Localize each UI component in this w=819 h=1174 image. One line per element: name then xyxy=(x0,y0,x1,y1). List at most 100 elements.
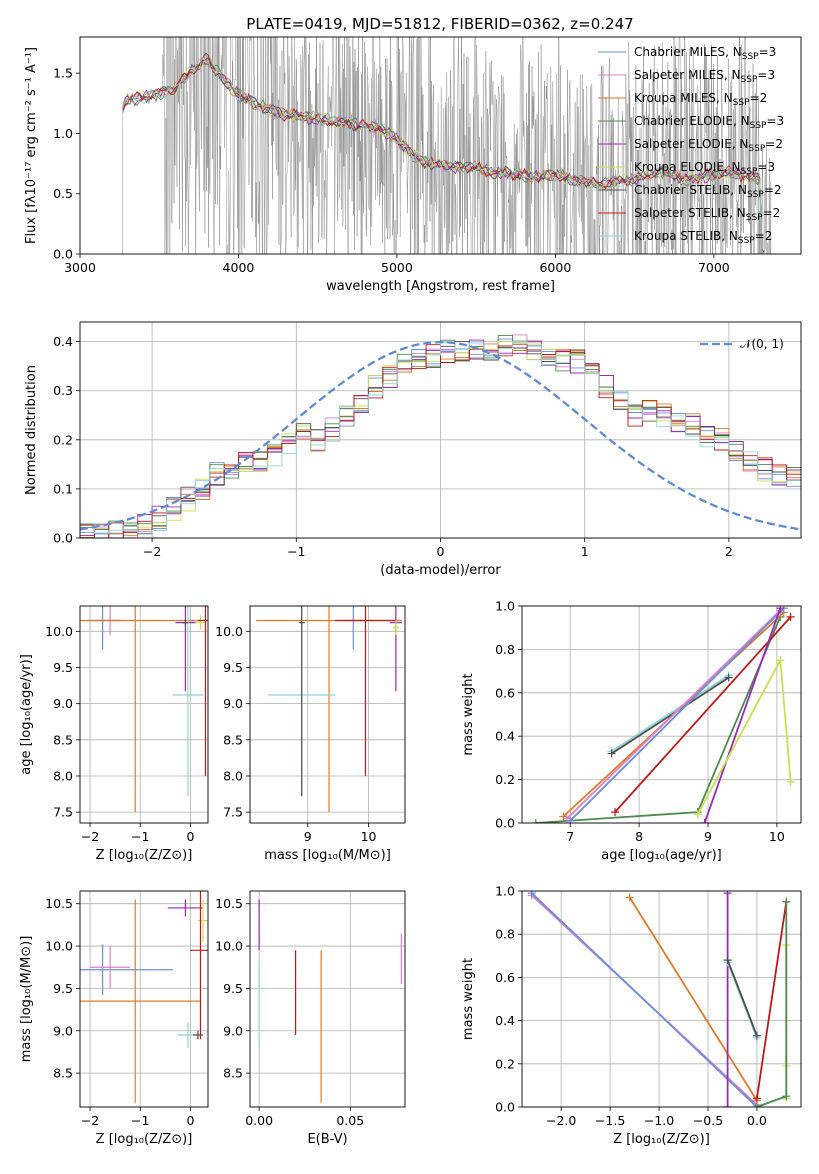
x-axis-label: Z [log₁₀(Z/Z⊙)] xyxy=(96,848,193,863)
mass-weight-marker-kroupa_elodie xyxy=(776,656,785,665)
legend-entry-kroupa_stelib: Kroupa STELIB, NSSP=2 xyxy=(634,229,772,246)
x-tick-label: 1 xyxy=(581,544,589,559)
plot-area xyxy=(527,891,791,1107)
x-tick-label: 4000 xyxy=(223,260,255,275)
y-tick-label: 10.0 xyxy=(215,624,243,639)
mass-weight-line-kroupa_miles xyxy=(628,897,758,1101)
x-axis-label: (data-model)/error xyxy=(380,563,501,578)
mass-weight-marker-kroupa_elodie xyxy=(786,777,795,786)
x-tick-label: 10 xyxy=(361,829,377,844)
x-tick-label: 5000 xyxy=(381,260,413,275)
mass-weight-marker-salpeter_stelib xyxy=(786,612,795,621)
y-tick-label: 0.8 xyxy=(495,927,515,942)
y-tick-label: 9.0 xyxy=(223,696,243,711)
normal-curve-line xyxy=(80,341,801,531)
legend-entry-salpeter_stelib: Salpeter STELIB, NSSP=2 xyxy=(634,206,780,223)
y-tick-label: 1.0 xyxy=(495,884,515,899)
x-tick-label: 0.05 xyxy=(336,1113,364,1128)
panel-0: 3000 4000 5000 6000 7000 0.0 0.5 1.0 1.5 waveleng… xyxy=(24,36,802,294)
x-tick-label: 7 xyxy=(566,829,574,844)
mass-weight-line-kroupa_stelib xyxy=(611,674,730,753)
y-axis-label: mass [log₁₀(M/M⊙)] xyxy=(19,936,34,1063)
mass-weight-marker-chabrier_elodie xyxy=(782,897,791,906)
x-tick-label: −2 xyxy=(143,544,161,559)
y-tick-label: 0.8 xyxy=(495,642,515,657)
x-tick-label: −2 xyxy=(81,1113,99,1128)
x-tick-label: 9 xyxy=(704,829,712,844)
y-tick-label: 0.4 xyxy=(53,334,73,349)
plot-area xyxy=(80,334,801,538)
y-tick-label: 0.6 xyxy=(495,970,515,985)
plot-area xyxy=(80,606,208,813)
plot-area xyxy=(258,899,402,1103)
x-tick-label: −1 xyxy=(287,544,305,559)
y-tick-label: 0.2 xyxy=(495,1056,515,1071)
y-tick-label: 9.0 xyxy=(53,1023,73,1038)
mass-weight-line-salpeter_stelib xyxy=(756,901,788,1099)
y-tick-label: 9.0 xyxy=(223,1023,243,1038)
y-axis-label: mass weight xyxy=(461,673,476,755)
y-tick-label: 8.5 xyxy=(53,1066,73,1081)
y-tick-label: 10.0 xyxy=(45,939,73,954)
y-tick-label: 9.5 xyxy=(223,981,243,996)
legend-entry-chabrier_elodie: Chabrier ELODIE, NSSP=3 xyxy=(634,114,784,131)
mass-weight-marker-chabrier_elodie xyxy=(531,819,540,823)
model-line-kroupa_stelib xyxy=(122,57,765,254)
histogram-chabrier_stelib xyxy=(80,341,801,538)
x-axis-label: Z [log₁₀(Z/Z⊙)] xyxy=(96,1132,193,1147)
x-tick-label: 2 xyxy=(725,544,733,559)
axes-frame xyxy=(521,605,802,824)
y-tick-label: 1.0 xyxy=(495,599,515,614)
y-tick-label: 1.0 xyxy=(53,126,73,141)
x-tick-label: 0.00 xyxy=(245,1113,273,1128)
panel-7: −2.0 −1.5 −1.0 −0.5 0.0 0.0 0.2 0.4 0.6 0.8 1.0 Z [… xyxy=(461,884,802,1147)
mass-weight-marker-chabrier_miles xyxy=(527,891,536,898)
axes-frame xyxy=(79,321,802,539)
axes-frame xyxy=(79,890,209,1108)
x-tick-label: 0 xyxy=(437,544,445,559)
panel-5: −2 −1 0 8.5 9.0 9.5 10.0 10.5 Z [log₁₀(Z/Z⊙)] mas… xyxy=(19,890,209,1147)
y-tick-label: 0.1 xyxy=(53,481,73,496)
axes-frame xyxy=(79,605,209,824)
axes-frame xyxy=(79,36,802,255)
y-tick-label: 1.5 xyxy=(53,66,73,81)
mass-weight-marker-chabrier_miles xyxy=(566,816,575,823)
y-tick-label: 9.0 xyxy=(53,696,73,711)
mass-weight-marker-chabrier_elodie xyxy=(752,1103,761,1107)
x-tick-label: −2 xyxy=(81,829,99,844)
y-tick-label: 0.2 xyxy=(53,432,73,447)
y-axis-label: Normed distribution xyxy=(24,365,39,495)
y-tick-label: 0.0 xyxy=(53,247,73,262)
y-tick-label: 10.5 xyxy=(215,896,243,911)
y-tick-label: 10.0 xyxy=(45,624,73,639)
data-spectrum-line xyxy=(80,37,801,254)
y-tick-label: 0.0 xyxy=(53,531,73,546)
x-tick-label: −2.0 xyxy=(546,1113,576,1128)
x-tick-label: 6000 xyxy=(539,260,571,275)
y-tick-label: 9.5 xyxy=(53,981,73,996)
mass-weight-marker-salpeter_elodie xyxy=(700,819,709,823)
panel-3: 9 10 7.5 8.0 8.5 9.0 9.5 10.0 mass [log₁₀(M/M⊙)] xyxy=(215,605,406,863)
y-tick-label: 8.0 xyxy=(53,768,73,783)
y-tick-label: 10.0 xyxy=(215,939,243,954)
y-tick-label: 0.0 xyxy=(495,1100,515,1115)
panel-2: −2 −1 0 7.5 8.0 8.5 9.0 9.5 10.0 Z [log₁₀(Z/Z⊙)] a… xyxy=(19,605,209,863)
legend-entry-salpeter_elodie: Salpeter ELODIE, NSSP=2 xyxy=(634,137,783,154)
y-tick-label: 8.5 xyxy=(223,732,243,747)
mass-weight-marker-chabrier_stelib xyxy=(607,749,616,758)
plot-area xyxy=(531,606,795,823)
x-tick-label: 3000 xyxy=(64,260,96,275)
mass-weight-marker-chabrier_elodie xyxy=(782,1092,791,1101)
y-tick-label: 10.5 xyxy=(45,896,73,911)
mass-weight-marker-chabrier_stelib xyxy=(724,673,733,682)
y-tick-label: 9.5 xyxy=(53,660,73,675)
model-line-salpeter_stelib xyxy=(122,56,763,254)
y-tick-label: 0.2 xyxy=(495,772,515,787)
y-axis-label: Flux [fλ10⁻¹⁷ erg cm⁻² s⁻¹ A⁻¹] xyxy=(24,47,39,244)
mass-weight-marker-salpeter_stelib xyxy=(752,1094,761,1103)
y-axis-label: age [log₁₀(age/yr)] xyxy=(19,654,34,775)
plot-area xyxy=(256,606,402,813)
mass-weight-line-chabrier_stelib xyxy=(726,959,758,1037)
y-tick-label: 0.3 xyxy=(53,383,73,398)
